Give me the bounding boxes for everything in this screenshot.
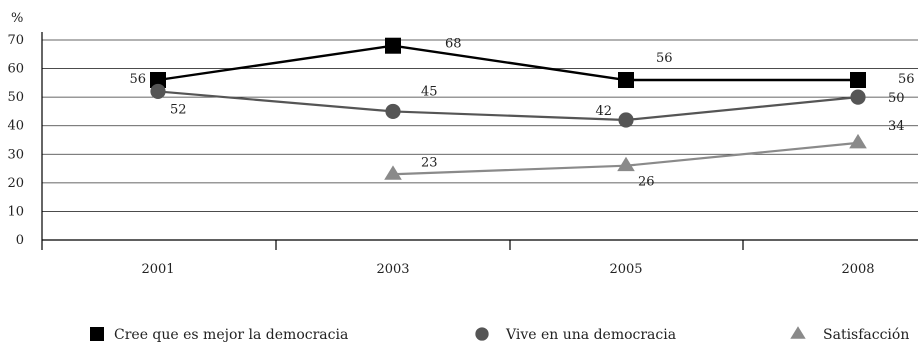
series-triangle: 23 26 34 — [384, 119, 905, 190]
data-label: 56 — [656, 51, 673, 66]
y-tick-labels: 0 10 20 30 40 50 60 70 — [7, 33, 24, 248]
legend-label: Vive en una democracia — [505, 327, 676, 343]
x-tick-label: 2005 — [609, 262, 642, 277]
series-square: 56 68 56 56 — [129, 37, 915, 88]
circle-marker — [385, 103, 401, 120]
square-marker — [90, 327, 104, 341]
y-axis-unit-label: % — [11, 11, 23, 26]
y-tick-label: 10 — [7, 204, 24, 219]
y-tick-label: 50 — [7, 90, 24, 105]
y-tick-label: 60 — [7, 62, 24, 77]
y-tick-label: 30 — [7, 147, 24, 162]
x-tick-label: 2003 — [376, 262, 409, 277]
triangle-marker — [849, 133, 867, 149]
data-label: 68 — [445, 37, 462, 52]
square-marker — [618, 72, 634, 88]
triangle-marker — [617, 156, 635, 172]
y-tick-label: 70 — [7, 33, 24, 48]
legend-item: Satisfacción — [790, 326, 909, 343]
axes — [41, 32, 918, 250]
data-label: 50 — [888, 91, 905, 106]
y-tick-label: 40 — [7, 119, 24, 134]
data-label: 23 — [421, 155, 438, 170]
data-label: 56 — [129, 72, 146, 87]
square-marker — [850, 72, 866, 88]
data-label: 34 — [888, 119, 905, 134]
grid-lines — [42, 39, 918, 212]
legend-item: Vive en una democracia — [475, 327, 676, 343]
circle-marker — [475, 327, 489, 341]
circle-marker — [850, 89, 866, 105]
legend-label: Satisfacción — [823, 327, 909, 343]
series-line — [157, 44, 858, 82]
y-tick-label: 0 — [16, 233, 24, 248]
data-label: 56 — [898, 72, 915, 87]
square-marker — [385, 37, 401, 54]
circle-marker — [150, 83, 166, 100]
data-label: 45 — [421, 84, 438, 99]
legend-label: Cree que es mejor la democracia — [114, 327, 348, 343]
series-circle: 52 45 42 50 — [150, 83, 905, 128]
square-marker — [150, 72, 166, 88]
y-tick-label: 20 — [7, 176, 24, 191]
circle-marker — [618, 112, 634, 128]
series-line — [157, 90, 859, 122]
data-label: 42 — [595, 104, 612, 119]
x-tick-label: 2008 — [841, 262, 874, 277]
data-label: 52 — [170, 102, 187, 117]
legend: Cree que es mejor la democracia Vive en u… — [90, 326, 909, 343]
triangle-marker — [384, 165, 402, 180]
legend-item: Cree que es mejor la democracia — [90, 327, 348, 343]
x-tick-labels: 2001 2003 2005 2008 — [141, 262, 874, 277]
series-group: 56 68 56 56 52 45 42 50 23 26 34 — [129, 37, 914, 190]
triangle-marker — [790, 326, 806, 339]
data-label: 26 — [638, 175, 655, 190]
x-tick-label: 2001 — [141, 262, 174, 277]
